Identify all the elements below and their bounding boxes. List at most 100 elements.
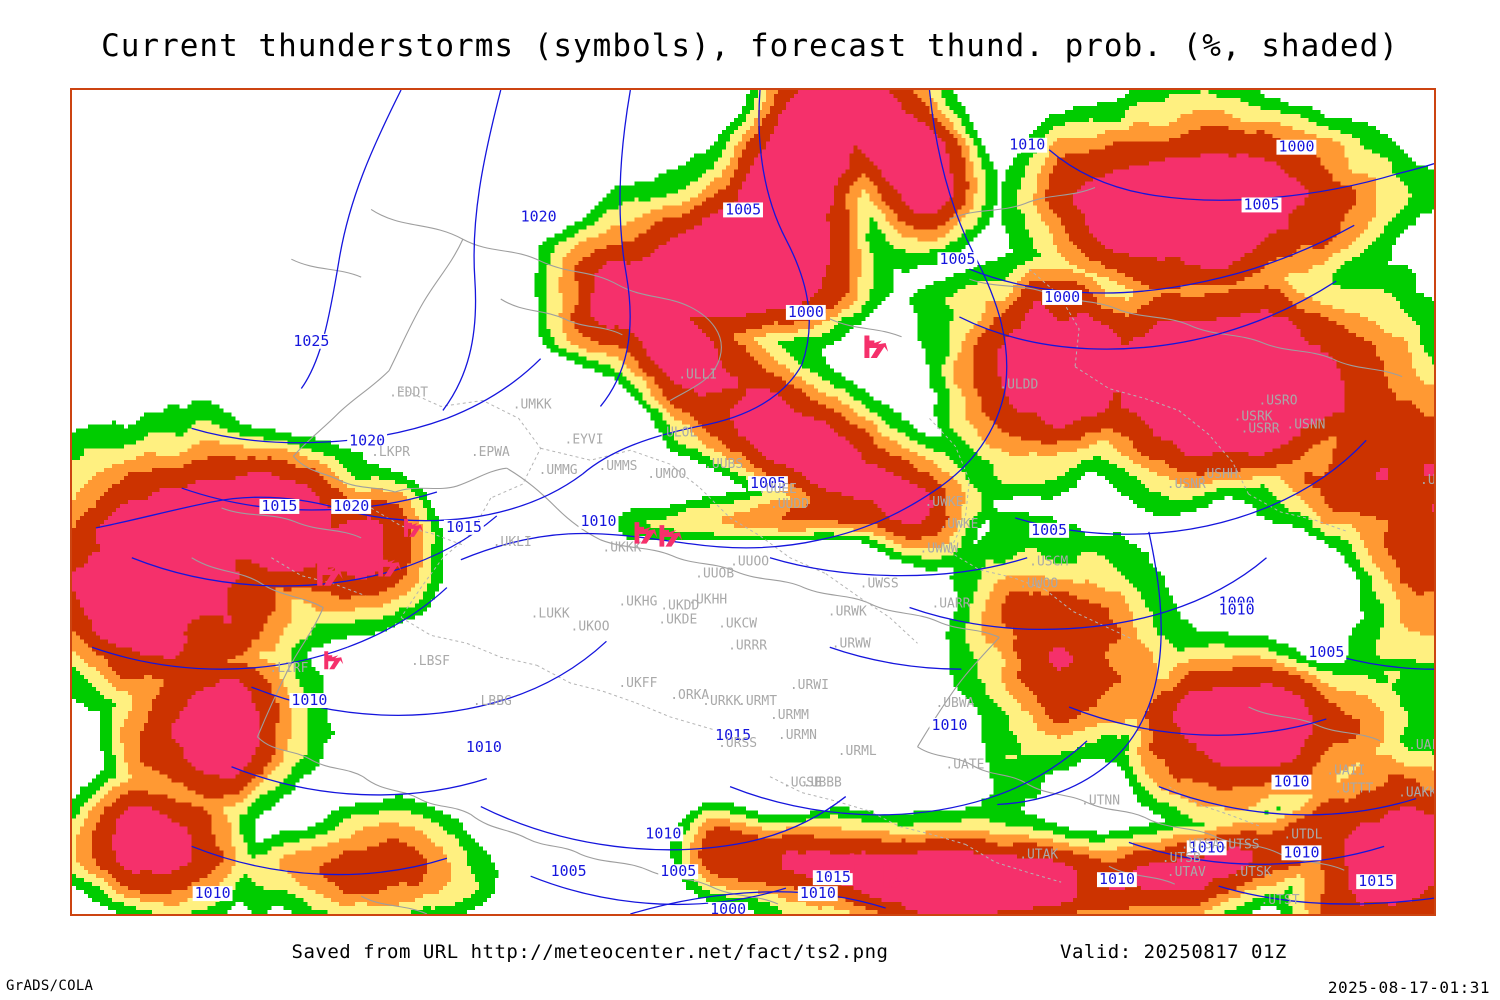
- station-label: .UUOO: [730, 555, 769, 570]
- station-label: .UGSB: [783, 776, 822, 791]
- isobar-label: 1010: [466, 738, 502, 756]
- station-label: .URMT: [738, 694, 777, 709]
- isobar-label: 1010: [1009, 136, 1045, 154]
- station-label: .UTSK: [1233, 865, 1272, 880]
- station-label: .UAFM: [1408, 738, 1434, 753]
- thunderstorm-symbol-icon: [404, 518, 423, 537]
- isobar-label-halo: [723, 202, 763, 218]
- isobar-label-halo: [259, 499, 300, 514]
- geography-layer: [191, 187, 1403, 914]
- isobar-label: 1015: [715, 726, 751, 744]
- station-label: .UTDL: [1283, 827, 1322, 842]
- station-label: .USNR: [1167, 477, 1206, 492]
- station-label: .UUDD: [770, 497, 809, 512]
- producer-credit: GrADS/COLA: [6, 978, 94, 994]
- station-label: .LBSF: [411, 654, 450, 669]
- isobar-label-halo: [1276, 139, 1317, 155]
- station-label: .UTNN: [1081, 794, 1120, 809]
- valid-time-caption: Valid: 20250817 01Z: [1060, 941, 1287, 963]
- isobar-label-halo: [518, 209, 559, 225]
- isobar-label-halo: [1216, 602, 1257, 618]
- station-label: .UTSB: [1162, 851, 1201, 866]
- isobar-label-halo: [347, 433, 388, 449]
- isobar-labels: 1020 1005 1010 1005 1000 1005 1000 1000 1025 1020…: [192, 136, 1397, 914]
- station-label: .USHH: [1199, 467, 1238, 482]
- isobar-label-halo: [797, 886, 838, 902]
- generation-timestamp: 2025-08-17-01:31: [1327, 978, 1490, 997]
- station-label: .EYVI: [565, 432, 604, 447]
- isobar-label: 1005: [1031, 521, 1067, 539]
- thunder-probability-shading: [72, 90, 1434, 914]
- thunderstorm-symbols: [317, 335, 909, 888]
- station-label: .LUKK: [531, 606, 570, 621]
- station-label: .UKDD: [660, 598, 699, 613]
- station-label: .UWKE: [924, 495, 963, 510]
- page-title: Current thunderstorms (symbols), forecas…: [101, 28, 1399, 64]
- isobar-label-halo: [658, 864, 699, 880]
- station-label: .UKKK: [602, 541, 641, 556]
- isobar-label-halo: [708, 902, 749, 914]
- isobar-label: 1025: [293, 332, 329, 350]
- isobar-label-halo: [1029, 522, 1070, 538]
- station-label: .ULOL: [658, 425, 697, 440]
- station-label: .URSS: [718, 736, 757, 751]
- station-label: .LBBG: [473, 694, 512, 709]
- station-labels: .EDDT .EPWA .UMKK .UMMG .EYVI .ULOL .UMMS .UMOO…: [269, 368, 1434, 908]
- isobar-label: 1020: [333, 497, 369, 515]
- station-label: .ORKA: [670, 688, 709, 703]
- station-label: .URWI: [790, 678, 829, 693]
- station-label: .UUBS: [704, 457, 743, 472]
- station-label: .UUOB: [695, 567, 734, 582]
- isobar-label: 1010: [800, 884, 836, 902]
- station-label: .USCM: [1029, 555, 1068, 570]
- thunderstorm-symbol-icon: [378, 554, 402, 577]
- station-label: .UNBB: [1420, 473, 1434, 488]
- isobar-label: 1005: [551, 862, 587, 880]
- station-label: .UTAK: [1019, 847, 1058, 862]
- isobar-label-halo: [1007, 137, 1048, 153]
- isobar-label: 1005: [750, 474, 786, 492]
- isobar-label-halo: [1042, 290, 1083, 305]
- station-label: .UWWW: [920, 542, 959, 557]
- thunderstorm-symbol-icon: [317, 561, 343, 586]
- station-label: .UMMS: [598, 459, 637, 474]
- station-label: .UMOO: [647, 467, 686, 482]
- station-label: .UTST: [1261, 893, 1300, 908]
- isobar-label: 1015: [815, 868, 851, 886]
- station-label: .UWSS: [860, 577, 899, 592]
- station-label: .UAKK: [1398, 786, 1434, 801]
- station-label: .UATE: [945, 758, 984, 773]
- station-label: .UKDE: [658, 612, 697, 627]
- isobar-label: 1000: [710, 900, 746, 914]
- station-label: .UUEE: [758, 482, 797, 497]
- isobar-label: 1020: [349, 431, 385, 449]
- isobar-label-halo: [1186, 840, 1227, 856]
- isobar-label-halo: [713, 727, 753, 743]
- weather-map-panel[interactable]: 1020 1005 1010 1005 1000 1005 1000 1000 1025 1020…: [70, 88, 1436, 916]
- thunderstorm-symbol-icon: [849, 853, 871, 874]
- station-label: .URKK: [702, 694, 741, 709]
- station-label: .USRK: [1234, 409, 1273, 424]
- isobar-label-halo: [812, 870, 853, 886]
- isobar-label-halo: [289, 693, 330, 708]
- weather-map-svg[interactable]: 1020 1005 1010 1005 1000 1005 1000 1000 1025 1020…: [72, 90, 1434, 914]
- station-label: .UKHH: [688, 593, 727, 608]
- isobar-label-halo: [1306, 645, 1347, 661]
- isobar-label: 1005: [939, 250, 975, 268]
- isobar-label-halo: [643, 826, 684, 842]
- station-label: .URWK: [828, 604, 867, 619]
- thunderstorm-symbol-icon: [634, 522, 658, 544]
- station-label: .EPWA: [471, 445, 510, 460]
- isobar-label: 1015: [261, 497, 297, 515]
- isobar-label-halo: [1241, 197, 1282, 213]
- station-label: .URML: [838, 744, 877, 759]
- station-label: .ULDD: [999, 378, 1038, 393]
- station-label: .UARR: [931, 596, 970, 611]
- isobar-label: 1010: [1189, 838, 1225, 856]
- isobar-label-halo: [748, 476, 788, 492]
- station-label: .UBBB: [803, 776, 842, 791]
- station-label: .USRO: [1259, 393, 1298, 408]
- station-label: .UTSS: [1221, 837, 1260, 852]
- station-label: .UKHG: [618, 595, 657, 610]
- isobar-label-halo: [192, 886, 233, 902]
